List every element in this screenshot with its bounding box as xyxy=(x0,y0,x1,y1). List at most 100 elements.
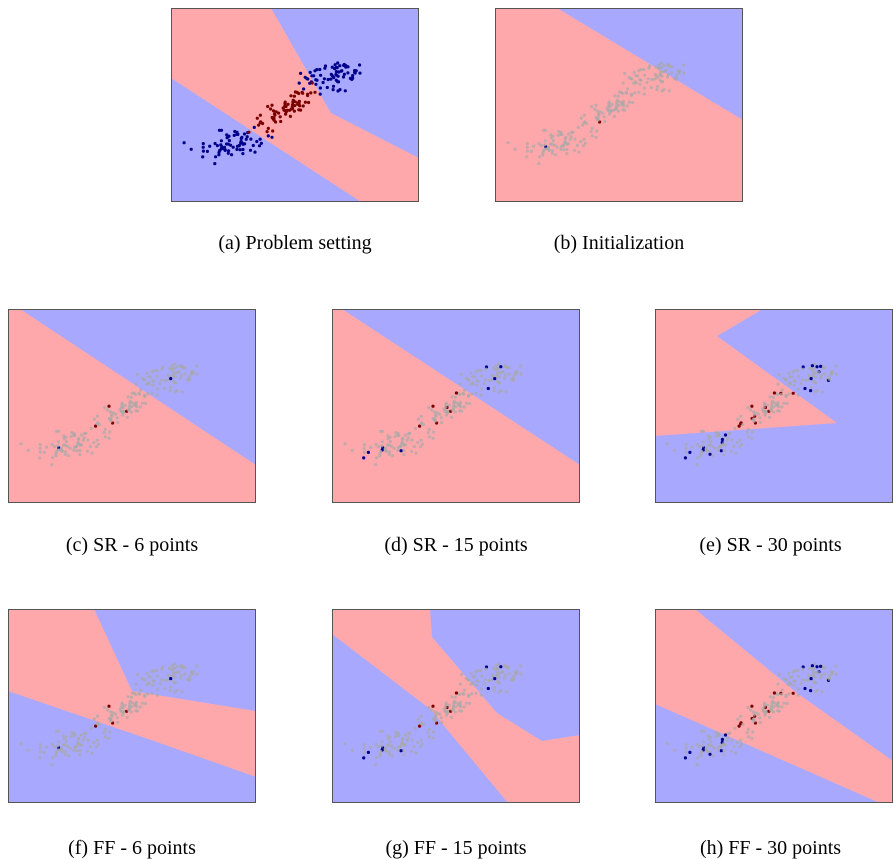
unlabeled-point xyxy=(72,748,76,752)
unlabeled-point xyxy=(45,745,49,749)
unlabeled-point xyxy=(464,401,468,405)
unlabeled-point xyxy=(503,673,507,677)
unlabeled-point xyxy=(746,705,750,710)
unlabeled-point xyxy=(474,370,478,374)
class-a-point xyxy=(266,134,270,138)
unlabeled-point xyxy=(396,748,400,752)
unlabeled-point xyxy=(684,443,688,447)
class-b-point xyxy=(291,98,295,102)
unlabeled-point xyxy=(374,763,378,767)
plot-frame xyxy=(332,609,580,803)
unlabeled-point xyxy=(458,409,462,413)
class-a-point xyxy=(346,71,350,75)
class-b-point xyxy=(265,130,269,134)
unlabeled-point xyxy=(771,395,775,399)
unlabeled-point xyxy=(82,736,86,740)
unlabeled-point xyxy=(416,417,420,421)
unlabeled-point xyxy=(721,742,725,746)
unlabeled-point xyxy=(188,377,192,381)
unlabeled-point xyxy=(145,671,149,675)
blue-region xyxy=(20,309,256,465)
unlabeled-point xyxy=(608,112,612,116)
unlabeled-point xyxy=(42,450,47,454)
unlabeled-point xyxy=(174,671,178,675)
unlabeled-point xyxy=(378,751,382,756)
unlabeled-point xyxy=(617,104,621,108)
unlabeled-point xyxy=(134,692,138,697)
unlabeled-point xyxy=(471,382,475,386)
unlabeled-point xyxy=(369,445,373,449)
unlabeled-point xyxy=(714,734,718,738)
labeled-point xyxy=(772,691,776,695)
labeled-point xyxy=(723,733,728,737)
class-a-point xyxy=(217,150,221,155)
unlabeled-point xyxy=(603,119,607,124)
unlabeled-point xyxy=(146,392,150,396)
unlabeled-point xyxy=(717,745,721,749)
unlabeled-point xyxy=(56,744,60,748)
unlabeled-point xyxy=(800,678,804,682)
unlabeled-point xyxy=(171,667,175,671)
unlabeled-point xyxy=(634,81,638,85)
panel-initialization xyxy=(495,8,743,202)
unlabeled-point xyxy=(388,435,392,439)
unlabeled-point xyxy=(188,675,192,679)
unlabeled-point xyxy=(630,93,634,98)
unlabeled-point xyxy=(163,678,167,683)
unlabeled-point xyxy=(454,705,458,709)
unlabeled-point xyxy=(449,415,453,419)
unlabeled-point xyxy=(431,436,435,440)
unlabeled-point xyxy=(72,733,76,737)
unlabeled-point xyxy=(768,415,772,419)
unlabeled-point xyxy=(175,665,179,669)
unlabeled-point xyxy=(51,456,55,460)
unlabeled-point xyxy=(75,449,79,453)
unlabeled-point xyxy=(785,701,789,706)
unlabeled-point xyxy=(779,392,783,396)
unlabeled-point xyxy=(746,735,750,739)
class-a-point xyxy=(213,141,217,146)
unlabeled-point xyxy=(86,438,90,442)
unlabeled-point xyxy=(771,410,776,414)
class-a-point xyxy=(222,145,227,149)
unlabeled-point xyxy=(147,675,151,679)
unlabeled-point xyxy=(450,708,454,712)
unlabeled-point xyxy=(64,740,68,744)
unlabeled-point xyxy=(144,401,148,406)
unlabeled-point xyxy=(86,738,90,742)
unlabeled-point xyxy=(60,449,64,453)
unlabeled-point xyxy=(388,750,392,754)
class-a-point xyxy=(217,153,221,157)
labeled-point xyxy=(366,750,370,754)
unlabeled-point xyxy=(788,675,792,679)
unlabeled-point xyxy=(515,370,519,374)
unlabeled-point xyxy=(109,413,114,417)
unlabeled-point xyxy=(741,422,745,427)
unlabeled-point xyxy=(170,664,174,668)
unlabeled-point xyxy=(630,77,634,81)
class-b-point xyxy=(293,104,297,108)
caption-c: (c) SR - 6 points xyxy=(65,534,199,556)
unlabeled-point xyxy=(369,745,373,749)
unlabeled-point xyxy=(503,664,507,668)
labeled-point xyxy=(723,433,728,437)
class-a-point xyxy=(303,75,307,79)
class-a-point xyxy=(336,74,340,78)
unlabeled-point xyxy=(494,364,498,368)
unlabeled-point xyxy=(439,716,443,720)
class-a-point xyxy=(238,148,242,152)
class-a-point xyxy=(338,64,342,68)
unlabeled-point xyxy=(498,671,502,675)
unlabeled-point xyxy=(42,750,47,754)
unlabeled-point xyxy=(782,376,786,380)
class-b-point xyxy=(292,94,296,98)
unlabeled-point xyxy=(816,670,820,674)
unlabeled-point xyxy=(655,88,659,92)
unlabeled-point xyxy=(450,395,454,399)
unlabeled-point xyxy=(590,126,594,130)
unlabeled-point xyxy=(453,410,457,414)
unlabeled-point xyxy=(139,388,143,392)
class-b-point xyxy=(257,123,261,127)
unlabeled-point xyxy=(390,744,394,748)
unlabeled-point xyxy=(175,365,179,369)
